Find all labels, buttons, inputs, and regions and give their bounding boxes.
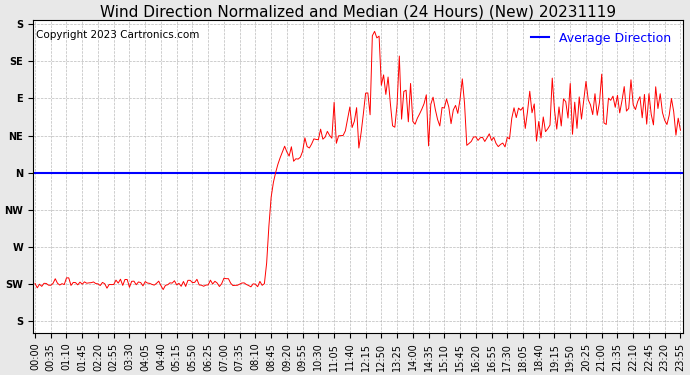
Text: Copyright 2023 Cartronics.com: Copyright 2023 Cartronics.com [36,30,199,40]
Legend: Average Direction: Average Direction [526,27,676,50]
Title: Wind Direction Normalized and Median (24 Hours) (New) 20231119: Wind Direction Normalized and Median (24… [99,4,615,19]
